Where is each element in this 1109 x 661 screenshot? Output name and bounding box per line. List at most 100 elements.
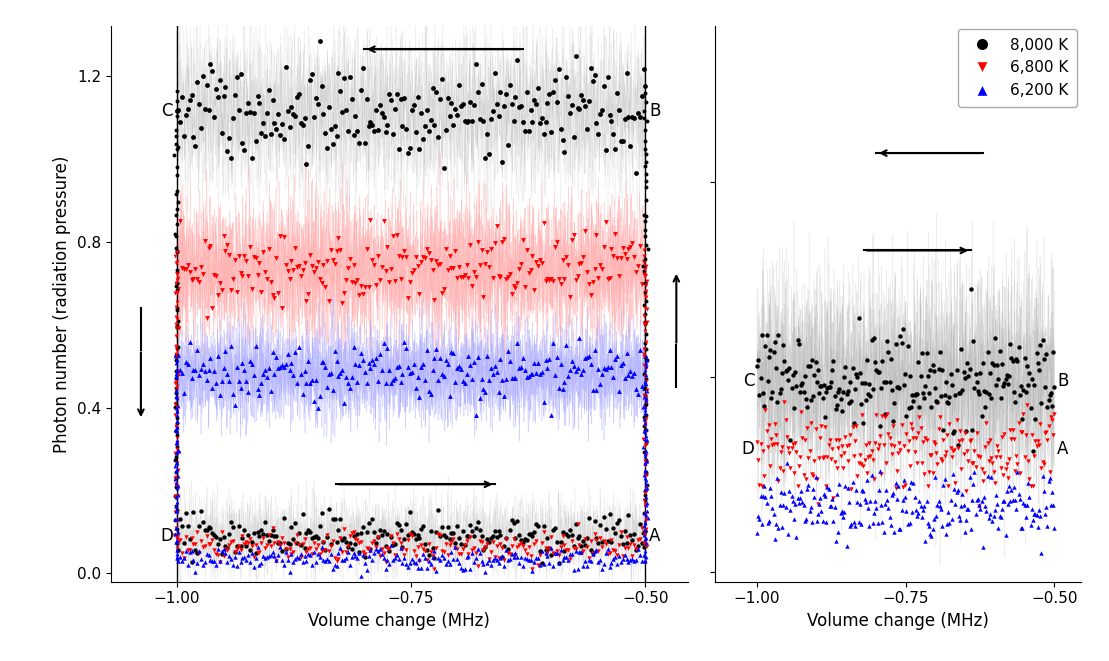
Point	[454, 272, 471, 282]
Point	[297, 555, 315, 566]
Point	[629, 543, 647, 554]
Point	[456, 116, 474, 126]
Point	[866, 496, 884, 506]
Point	[401, 368, 419, 378]
Point	[906, 390, 924, 401]
Point	[299, 289, 317, 299]
Point	[167, 185, 185, 196]
Point	[550, 383, 568, 394]
Point	[970, 500, 988, 511]
Point	[427, 344, 445, 354]
Point	[397, 252, 415, 262]
Point	[577, 534, 594, 545]
Point	[175, 553, 193, 563]
Point	[558, 340, 576, 351]
Point	[516, 534, 533, 545]
Point	[913, 458, 930, 469]
Point	[635, 325, 653, 336]
Point	[380, 277, 398, 288]
Point	[635, 414, 653, 424]
Point	[166, 410, 184, 420]
Point	[976, 402, 994, 412]
Point	[873, 382, 891, 393]
Point	[993, 358, 1010, 369]
Point	[458, 552, 476, 563]
Point	[440, 559, 458, 569]
Point	[832, 508, 849, 518]
Point	[775, 488, 793, 498]
Point	[459, 272, 477, 283]
Point	[273, 302, 291, 313]
Point	[952, 426, 969, 436]
Point	[167, 452, 185, 463]
Point	[1032, 398, 1050, 408]
Point	[348, 126, 366, 137]
Point	[172, 215, 190, 226]
Point	[486, 552, 503, 563]
Point	[942, 369, 959, 379]
Point	[302, 542, 319, 553]
Point	[887, 483, 905, 493]
Point	[578, 352, 596, 362]
Point	[410, 532, 428, 543]
Point	[418, 545, 436, 555]
Point	[373, 530, 390, 541]
Point	[764, 440, 782, 451]
Point	[313, 357, 330, 368]
Point	[332, 543, 349, 553]
Point	[826, 391, 844, 401]
Point	[1000, 481, 1018, 491]
Legend: 8,000 K, 6,800 K, 6,200 K: 8,000 K, 6,800 K, 6,200 K	[958, 28, 1077, 107]
Point	[202, 523, 220, 533]
Point	[207, 378, 225, 389]
Point	[638, 486, 655, 496]
Point	[578, 124, 596, 135]
Point	[281, 365, 298, 375]
Point	[305, 532, 323, 543]
Point	[245, 108, 263, 119]
Point	[884, 420, 902, 431]
Point	[818, 451, 836, 462]
Point	[852, 518, 869, 529]
Point	[272, 537, 289, 548]
Point	[971, 504, 989, 514]
Point	[482, 533, 500, 543]
Point	[469, 561, 487, 571]
Point	[614, 554, 632, 564]
Point	[415, 549, 433, 559]
Point	[638, 116, 655, 126]
Point	[369, 531, 387, 542]
Point	[556, 377, 573, 387]
Point	[459, 551, 477, 561]
Point	[934, 365, 952, 375]
Point	[604, 129, 622, 139]
Point	[350, 290, 368, 300]
Point	[1035, 485, 1052, 496]
Point	[377, 564, 395, 574]
Point	[807, 473, 825, 484]
Point	[240, 270, 257, 281]
Point	[591, 109, 609, 120]
Point	[1015, 385, 1032, 395]
Point	[988, 499, 1006, 510]
Point	[170, 350, 187, 360]
Point	[191, 369, 208, 380]
Point	[895, 441, 913, 451]
Point	[1029, 358, 1047, 368]
Point	[588, 545, 606, 555]
Point	[553, 527, 571, 537]
Point	[1045, 347, 1062, 358]
Point	[322, 549, 339, 559]
Point	[620, 543, 638, 553]
Point	[591, 259, 609, 270]
Point	[169, 432, 186, 443]
Point	[416, 253, 434, 264]
Point	[558, 72, 576, 83]
Point	[1017, 430, 1035, 441]
Point	[881, 433, 898, 444]
Point	[169, 278, 186, 288]
Point	[607, 545, 624, 556]
Point	[898, 518, 916, 529]
Point	[409, 91, 427, 102]
Point	[801, 506, 818, 517]
